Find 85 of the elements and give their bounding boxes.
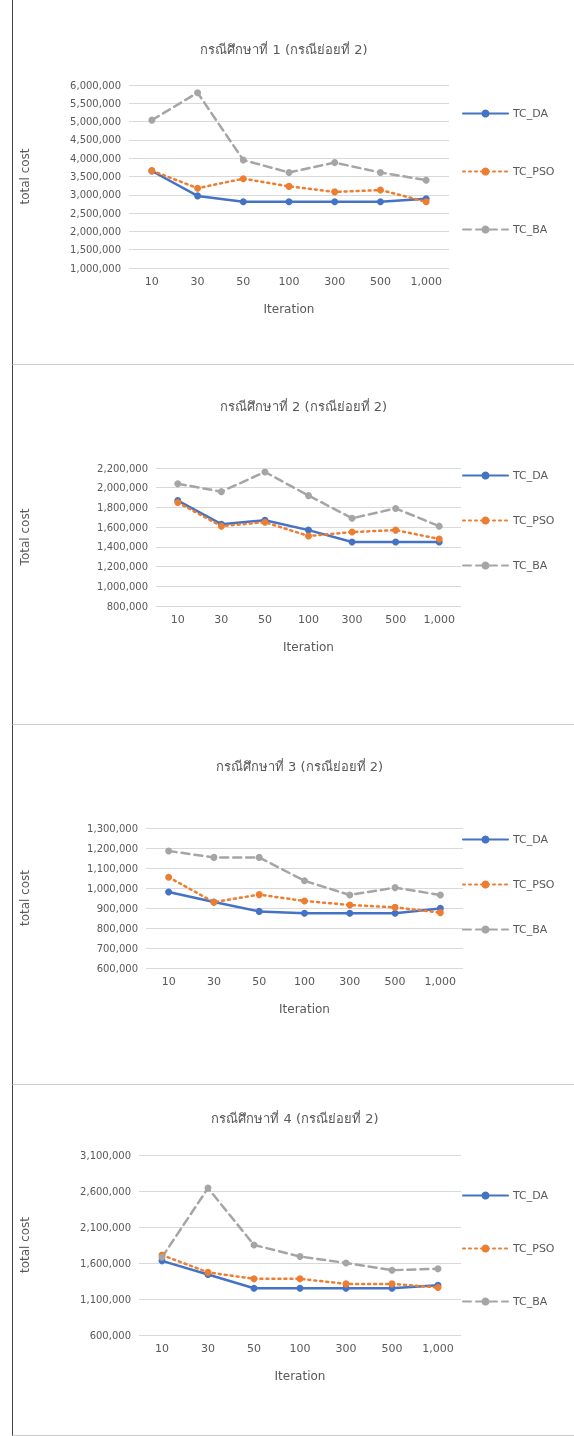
x-tick-label: 10 (170, 613, 185, 626)
x-tick-label: 30 (190, 275, 205, 288)
y-tick-label: 1,200,000 (97, 561, 148, 573)
y-tick-label: 3,100,000 (80, 1149, 131, 1161)
y-axis-title: Total cost (18, 508, 32, 567)
y-tick-label: 1,800,000 (97, 501, 148, 513)
x-axis-title: Iteration (279, 1002, 330, 1016)
y-tick-label: 1,200,000 (87, 842, 138, 854)
y-tick-label: 1,600,000 (97, 521, 148, 533)
x-tick-label: 300 (324, 275, 346, 288)
y-tick-label: 1,300,000 (87, 822, 138, 834)
x-tick-label: 50 (247, 1342, 261, 1355)
x-tick-label: 50 (252, 975, 267, 988)
legend-label: TC_PSO (512, 165, 555, 178)
x-tick-label: 50 (236, 275, 251, 288)
x-axis-title: Iteration (263, 302, 315, 316)
x-tick-label: 100 (294, 975, 315, 988)
x-axis-title: Iteration (274, 1369, 326, 1383)
x-axis-title: Iteration (283, 640, 334, 654)
legend-label: TC_BA (512, 559, 548, 572)
y-tick-label: 1,000,000 (97, 580, 148, 592)
x-tick-label: 500 (369, 275, 391, 288)
x-tick-label: 300 (335, 1342, 357, 1355)
x-tick-label: 10 (161, 975, 176, 988)
y-tick-label: 1,000,000 (87, 882, 138, 894)
y-tick-label: 6,000,000 (70, 79, 121, 91)
y-tick-label: 1,100,000 (80, 1293, 131, 1305)
y-tick-label: 3,000,000 (70, 189, 121, 201)
y-tick-label: 700,000 (96, 942, 138, 954)
y-tick-label: 2,200,000 (97, 462, 148, 474)
y-tick-label: 1,400,000 (97, 541, 148, 553)
x-tick-label: 10 (155, 1342, 169, 1355)
legend-label: TC_PSO (512, 514, 555, 527)
y-tick-label: 2,500,000 (70, 207, 121, 219)
y-tick-label: 2,600,000 (80, 1185, 131, 1197)
legend-label: TC_DA (512, 469, 549, 482)
y-tick-label: 2,000,000 (70, 225, 121, 237)
x-tick-label: 1,000 (424, 975, 457, 988)
y-tick-label: 4,000,000 (70, 152, 121, 164)
x-tick-label: 1,000 (423, 613, 455, 626)
legend-label: TC_DA (512, 1189, 549, 1202)
x-tick-label: 1,000 (422, 1342, 454, 1355)
y-tick-label: 3,500,000 (70, 171, 121, 182)
y-tick-label: 600,000 (89, 1329, 131, 1341)
legend-label: TC_PSO (512, 1242, 555, 1255)
chart-title: กรณีศึกษาที่ 4 (กรณีย่อยที่ 2) (211, 1110, 379, 1126)
x-tick-label: 1,000 (410, 275, 442, 288)
y-tick-label: 5,000,000 (70, 116, 121, 128)
x-tick-label: 300 (341, 613, 363, 626)
y-tick-label: 2,100,000 (80, 1221, 131, 1233)
y-tick-label: 1,000,000 (70, 262, 121, 274)
x-tick-label: 100 (298, 613, 319, 626)
y-tick-label: 800,000 (106, 600, 148, 612)
y-tick-label: 4,500,000 (70, 134, 121, 146)
y-tick-label: 1,100,000 (87, 862, 138, 874)
x-tick-label: 30 (201, 1342, 215, 1355)
y-tick-label: 2,000,000 (97, 482, 148, 494)
legend-label: TC_DA (512, 107, 549, 120)
y-axis-title: total cost (18, 869, 32, 927)
legend-label: TC_BA (512, 223, 548, 236)
y-tick-label: 600,000 (96, 962, 138, 974)
x-tick-label: 10 (144, 275, 159, 288)
legend-label: TC_BA (512, 923, 548, 936)
y-tick-label: 800,000 (96, 922, 138, 934)
y-axis-title: total cost (18, 148, 32, 205)
chart-title: กรณีศึกษาที่ 2 (กรณีย่อยที่ 2) (219, 398, 388, 414)
chart-title: กรณีศึกษาที่ 1 (กรณีย่อยที่ 2) (200, 41, 368, 57)
legend-label: TC_BA (512, 1295, 548, 1308)
y-tick-label: 1,600,000 (80, 1257, 131, 1269)
y-axis-title: total cost (18, 1216, 32, 1274)
y-tick-label: 5,500,000 (70, 97, 121, 109)
x-tick-label: 100 (289, 1342, 311, 1355)
y-tick-label: 1,500,000 (70, 244, 121, 256)
chart-title: กรณีศึกษาที่ 3 (กรณีย่อยที่ 2) (215, 758, 384, 774)
legend-label: TC_DA (512, 833, 549, 846)
x-tick-label: 100 (278, 275, 300, 288)
x-tick-label: 500 (381, 1342, 403, 1355)
y-tick-label: 900,000 (96, 902, 138, 914)
x-tick-label: 500 (384, 975, 406, 988)
x-tick-label: 300 (339, 975, 361, 988)
legend-label: TC_PSO (512, 878, 555, 891)
x-tick-label: 50 (257, 613, 272, 626)
x-tick-label: 500 (385, 613, 407, 626)
x-tick-label: 30 (214, 613, 229, 626)
x-tick-label: 30 (206, 975, 221, 988)
